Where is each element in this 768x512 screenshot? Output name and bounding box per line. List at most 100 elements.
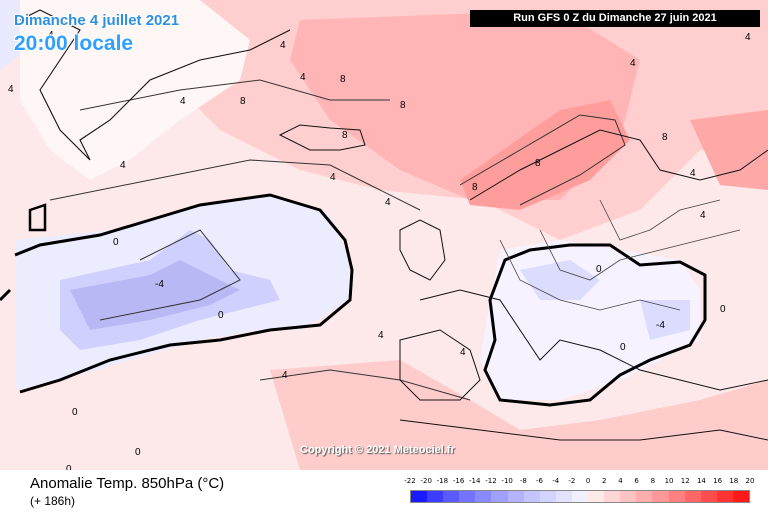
copyright-text: Copyright © 2021 Meteociel.fr: [300, 444, 455, 456]
color-scale-swatch: [652, 491, 669, 502]
svg-text:0: 0: [72, 407, 78, 418]
forecast-hour: (+ 186h): [30, 494, 76, 508]
color-scale-label: -12: [485, 477, 497, 485]
color-scale-label: -2: [568, 477, 576, 485]
svg-text:4: 4: [8, 84, 14, 95]
svg-text:0: 0: [218, 310, 224, 321]
color-scale-swatch: [700, 491, 717, 502]
color-scale-swatch: [716, 491, 733, 502]
svg-text:4: 4: [120, 160, 126, 171]
color-scale-swatch: [604, 491, 621, 502]
color-scale-label: -18: [436, 477, 449, 485]
color-scale-label: 18: [729, 477, 739, 485]
zero-contour: [0, 288, 12, 302]
positive-anomaly-zone: [460, 100, 630, 210]
color-scale-label: 12: [680, 477, 690, 485]
run-info: Run GFS 0 Z du Dimanche 27 juin 2021: [470, 10, 760, 27]
color-scale-swatch: [620, 491, 637, 502]
svg-text:4: 4: [300, 72, 306, 83]
svg-text:8: 8: [400, 100, 406, 111]
anomaly-map: 4 4 4 4 4 4 8 8 8 8 8 8 8 0 0 0 0 0 0 0 …: [0, 0, 768, 470]
svg-text:4: 4: [378, 330, 384, 341]
color-scale-label: -10: [501, 477, 513, 485]
contour-line: [79, 79, 390, 111]
positive-anomaly-zone: [270, 360, 768, 470]
svg-text:0: 0: [620, 342, 626, 353]
svg-text:4: 4: [330, 172, 336, 183]
color-scale-swatch: [732, 491, 749, 502]
contour-line: [49, 159, 421, 211]
coastline-iceland: [278, 124, 366, 151]
color-scale-label: 4: [618, 477, 623, 485]
color-scale-label: 20: [745, 477, 755, 485]
svg-text:4: 4: [180, 96, 186, 107]
positive-anomaly-zone: [690, 110, 768, 190]
coastline-scandinavia: [469, 129, 768, 201]
color-scale-swatch: [427, 491, 444, 502]
variable-title: Anomalie Temp. 850hPa (°C): [30, 475, 225, 492]
neutral-zone: [20, 0, 250, 180]
color-scale-swatch: [684, 491, 701, 502]
svg-text:0: 0: [113, 237, 119, 248]
color-scale-swatch: [523, 491, 540, 502]
color-scale-swatch: [507, 491, 524, 502]
negative-anomaly-zone: [70, 260, 240, 330]
svg-text:4: 4: [630, 58, 636, 69]
border-line: [539, 229, 741, 281]
color-scale-swatch: [491, 491, 508, 502]
color-scale-swatch: [539, 491, 556, 502]
color-scale-label: -20: [420, 477, 432, 485]
zero-contour: [483, 243, 707, 407]
svg-text:0: 0: [135, 447, 141, 458]
color-scale-label: -6: [536, 477, 544, 485]
color-scale-label: 14: [696, 477, 706, 485]
svg-text:4: 4: [280, 40, 286, 51]
coastline-north-africa: [399, 419, 768, 441]
color-scale-label: 2: [602, 477, 607, 485]
coastline: [19, 9, 291, 161]
color-scale-label: -14: [469, 477, 481, 485]
coastline-mediterranean: [419, 289, 768, 391]
contour-line: [459, 114, 626, 206]
color-scale-label: 0: [585, 477, 591, 485]
svg-text:0: 0: [66, 464, 72, 470]
border-line: [499, 239, 681, 311]
svg-text:8: 8: [240, 96, 246, 107]
svg-text:8: 8: [535, 158, 541, 169]
svg-text:0: 0: [596, 264, 602, 275]
negative-anomaly-zone: [640, 300, 690, 340]
border-line: [599, 199, 721, 241]
color-scale-swatch: [571, 491, 589, 502]
color-scale-swatch: [555, 491, 572, 502]
coastline-iberia: [399, 329, 481, 401]
color-scale-swatch: [668, 491, 685, 502]
svg-text:-4: -4: [155, 279, 164, 290]
color-scale-swatch: [411, 491, 428, 502]
contour-line: [259, 369, 471, 401]
svg-text:4: 4: [385, 197, 391, 208]
color-scale-label: 8: [650, 477, 656, 485]
svg-text:4: 4: [460, 347, 466, 358]
color-scale-label: -8: [519, 477, 527, 485]
color-scale-label: -22: [404, 477, 416, 485]
svg-text:4: 4: [282, 370, 288, 381]
svg-text:4: 4: [700, 210, 706, 221]
color-scale-bar: [410, 490, 750, 503]
color-scale-label: 6: [634, 477, 639, 485]
svg-text:4: 4: [745, 32, 751, 43]
coastline: [28, 203, 47, 232]
color-scale-swatch: [443, 491, 460, 502]
color-scale-swatch: [475, 491, 492, 502]
contour-labels: 4 4 4 4 4 4 8 8 8 8 8 8 8 0 0 0 0 0 0 0 …: [8, 30, 751, 470]
color-scale-labels: -22 -20 -18 -16 -14 -12 -10 -8 -6 -4 -2 0 2 4 6 8 10 12 14…: [404, 477, 754, 487]
color-scale-label: 10: [664, 477, 674, 485]
svg-text:4: 4: [690, 168, 696, 179]
svg-text:8: 8: [662, 132, 668, 143]
contour-line: [99, 229, 241, 321]
coastline-british-isles: [399, 219, 446, 281]
svg-text:4: 4: [48, 30, 54, 41]
color-scale-label: -4: [552, 477, 560, 485]
color-scale-label: -16: [452, 477, 465, 485]
svg-text:8: 8: [472, 182, 478, 193]
zero-contour: [14, 193, 354, 394]
